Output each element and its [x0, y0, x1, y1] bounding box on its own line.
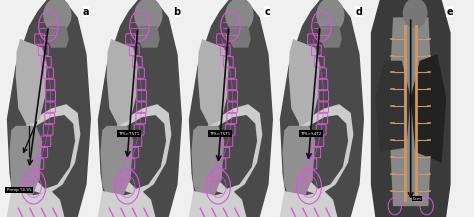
Text: b: b [173, 7, 180, 16]
Polygon shape [9, 126, 42, 204]
Polygon shape [229, 26, 251, 48]
Polygon shape [198, 39, 229, 126]
Polygon shape [189, 191, 246, 217]
Polygon shape [300, 115, 348, 189]
Polygon shape [319, 26, 342, 48]
Ellipse shape [403, 0, 428, 28]
Polygon shape [100, 126, 133, 204]
Ellipse shape [43, 0, 72, 33]
Polygon shape [289, 39, 319, 126]
Polygon shape [7, 0, 91, 217]
Text: c: c [264, 7, 270, 16]
Ellipse shape [316, 0, 345, 33]
Polygon shape [209, 115, 257, 189]
Ellipse shape [225, 0, 254, 33]
Polygon shape [113, 104, 172, 195]
Polygon shape [389, 17, 433, 206]
Polygon shape [7, 191, 64, 217]
Polygon shape [283, 126, 315, 204]
Text: a: a [82, 7, 89, 16]
Polygon shape [27, 115, 75, 189]
Polygon shape [204, 104, 263, 195]
Polygon shape [280, 0, 364, 217]
Polygon shape [371, 0, 451, 217]
Polygon shape [189, 0, 273, 217]
Ellipse shape [134, 0, 163, 33]
Polygon shape [280, 191, 337, 217]
Text: TPS=S4T2: TPS=S4T2 [300, 132, 321, 136]
Polygon shape [410, 54, 446, 163]
Text: Preop T4-S5: Preop T4-S5 [7, 188, 31, 192]
Polygon shape [295, 104, 354, 195]
Polygon shape [137, 26, 160, 48]
Polygon shape [191, 126, 224, 204]
Text: TPS=T5T1: TPS=T5T1 [118, 132, 139, 136]
Text: e: e [446, 7, 453, 16]
Text: TPS=T5T1: TPS=T5T1 [209, 132, 230, 136]
Polygon shape [98, 191, 155, 217]
Polygon shape [46, 26, 69, 48]
Polygon shape [98, 0, 182, 217]
Polygon shape [107, 39, 137, 126]
Polygon shape [22, 104, 81, 195]
Polygon shape [375, 61, 410, 152]
Text: 0cm: 0cm [412, 197, 421, 201]
Polygon shape [118, 115, 166, 189]
Polygon shape [16, 39, 46, 126]
Text: d: d [355, 7, 362, 16]
